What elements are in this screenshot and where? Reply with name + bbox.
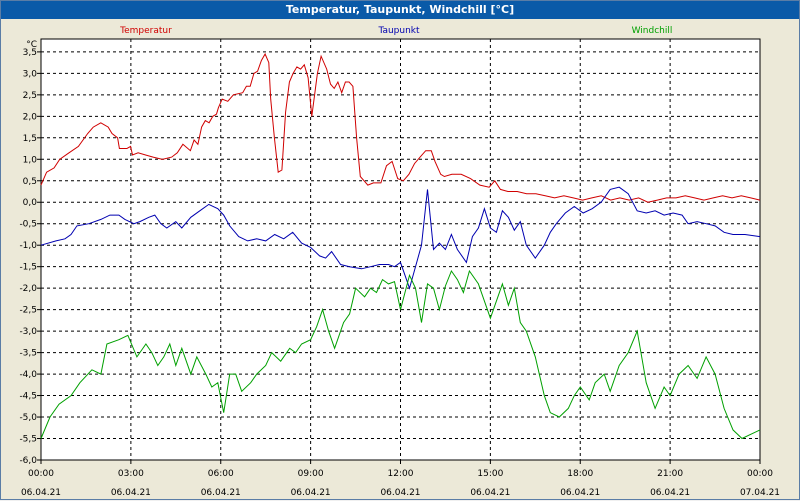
- y-tick-label: -2,0: [19, 284, 37, 294]
- y-tick-label: -1,5: [19, 263, 37, 273]
- x-tick-date-label: 06.04.21: [470, 488, 510, 498]
- y-tick-label: 3,0: [23, 69, 38, 79]
- y-tick-label: 2,0: [23, 112, 38, 122]
- x-tick-time-label: 03:00: [118, 469, 144, 479]
- series-line-windchill: [40, 269, 761, 440]
- y-tick-label: 2,5: [23, 91, 37, 101]
- x-tick-date-label: 06.04.21: [380, 488, 420, 498]
- legend-entry-temperatur: Temperatur: [119, 26, 172, 36]
- series-line-temperatur: [40, 52, 761, 203]
- y-tick-label: 0,0: [23, 198, 38, 208]
- x-tick-time-label: 15:00: [477, 469, 503, 479]
- y-tick-label: -2,5: [19, 306, 37, 316]
- x-tick-date-label: 06.04.21: [201, 488, 241, 498]
- y-tick-label: -3,5: [19, 349, 37, 359]
- x-tick-date-label: 06.04.21: [291, 488, 331, 498]
- y-tick-label: -3,0: [19, 327, 37, 337]
- y-tick-label: -1,0: [19, 241, 37, 251]
- window-title: Temperatur, Taupunkt, Windchill [°C]: [1, 1, 799, 19]
- x-tick-date-label: 06.04.21: [21, 488, 61, 498]
- x-tick-date-label: 06.04.21: [650, 488, 690, 498]
- x-tick-date-label: 06.04.21: [560, 488, 600, 498]
- y-tick-label: -5,5: [19, 435, 37, 445]
- y-tick-label: 0,5: [23, 177, 37, 187]
- y-tick-label: 1,5: [23, 134, 37, 144]
- series-line-taupunkt: [40, 186, 761, 290]
- x-tick-time-label: 18:00: [567, 469, 593, 479]
- y-tick-label: -5,0: [19, 413, 37, 423]
- y-tick-label: -0,5: [19, 220, 37, 230]
- y-tick-label: 1,0: [23, 155, 38, 165]
- y-tick-label: -4,5: [19, 392, 37, 402]
- y-tick-label: -6,0: [19, 456, 37, 466]
- x-tick-time-label: 06:00: [208, 469, 234, 479]
- x-tick-date-label: 07.04.21: [740, 488, 780, 498]
- x-tick-time-label: 09:00: [298, 469, 324, 479]
- x-tick-time-label: 21:00: [657, 469, 683, 479]
- y-tick-label: -4,0: [19, 370, 37, 380]
- x-tick-date-label: 06.04.21: [111, 488, 151, 498]
- x-tick-time-label: 00:00: [747, 469, 773, 479]
- legend-entry-windchill: Windchill: [632, 26, 673, 36]
- legend-entry-taupunkt: Taupunkt: [377, 26, 420, 36]
- y-tick-label: 3,5: [23, 48, 37, 58]
- x-tick-time-label: 12:00: [388, 469, 414, 479]
- x-tick-time-label: 00:00: [28, 469, 54, 479]
- y-axis-label: °C: [26, 40, 37, 50]
